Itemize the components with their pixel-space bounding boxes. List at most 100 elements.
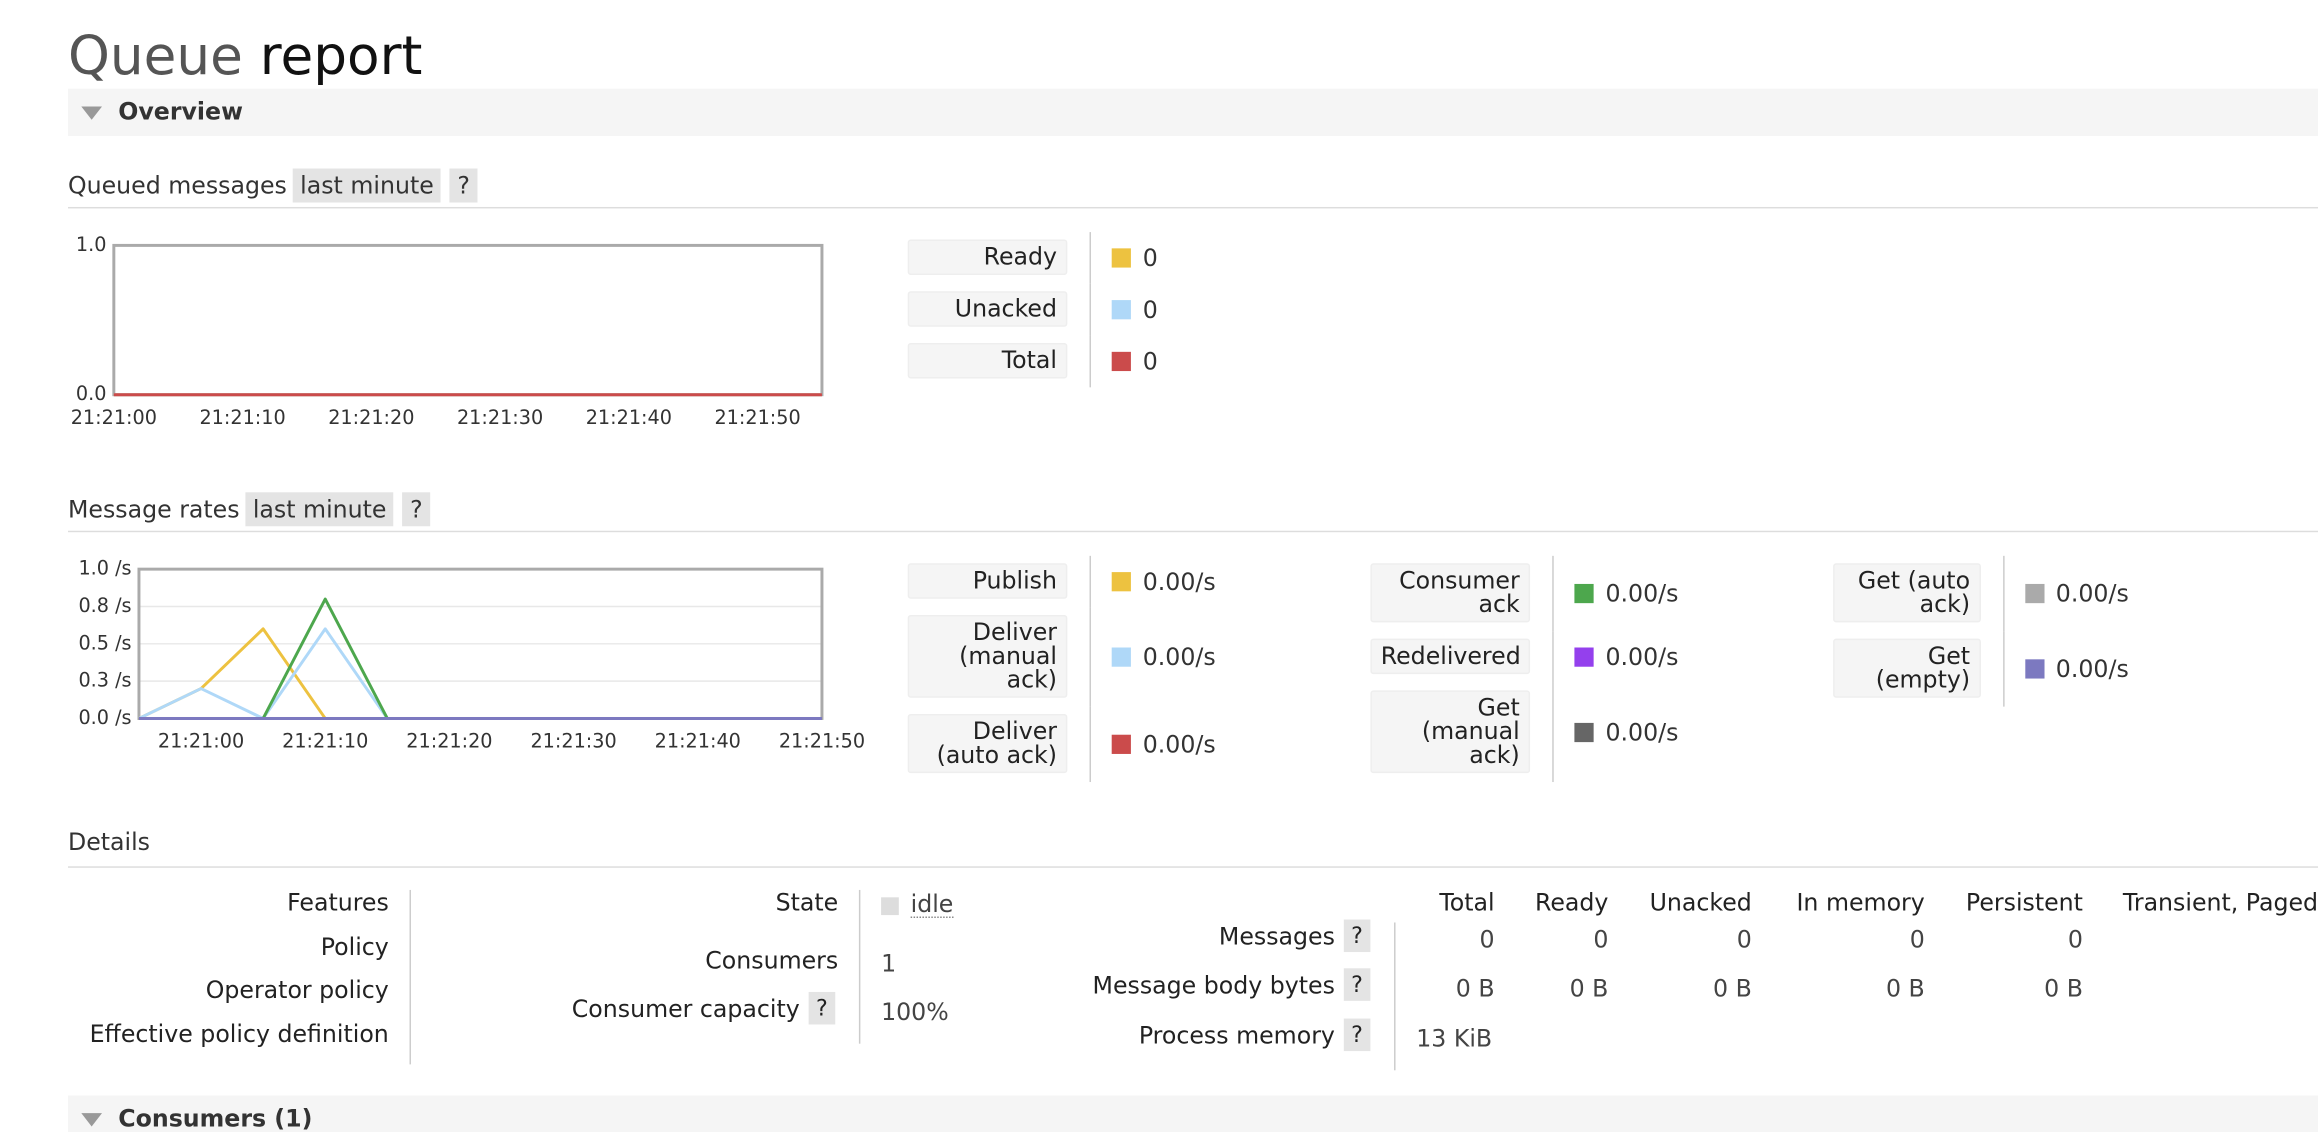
- legend-swatch: [1111, 647, 1131, 667]
- legend-label-wrap: Consumer ack: [1370, 556, 1552, 631]
- legend-label-wrap: Deliver (auto ack): [907, 707, 1090, 782]
- policy-label: Effective policy definition: [89, 1020, 389, 1049]
- subheading: Queued messages: [68, 171, 287, 200]
- legend-label: Redelivered: [1370, 638, 1531, 675]
- legend-label-wrap: Deliver (manual ack): [907, 608, 1090, 707]
- legend-row: Get (auto ack) 0.00/s: [1833, 555, 2129, 632]
- x-tick-label: 21:21:10: [282, 730, 368, 753]
- separator: [1394, 922, 1396, 1071]
- legend-label: Total: [907, 342, 1068, 379]
- legend-swatch: [2024, 583, 2044, 604]
- legend-swatch: [1574, 647, 1594, 667]
- x-tick-label: 21:21:00: [158, 730, 244, 753]
- legend-label: Unacked: [907, 291, 1068, 327]
- y-tick-label: 1.0: [76, 233, 107, 256]
- consumers-bar[interactable]: Consumers (1): [68, 1095, 2318, 1132]
- x-tick-label: 21:21:50: [714, 406, 800, 429]
- legend-label-wrap: Ready: [907, 232, 1090, 284]
- legend-swatch: [1111, 351, 1131, 372]
- range-selector[interactable]: last minute: [245, 492, 394, 527]
- column-header: Transient, Paged: [2122, 888, 2318, 917]
- range-selector[interactable]: last minute: [292, 168, 442, 203]
- collapse-icon: [81, 106, 103, 120]
- current-value: 0.00/s: [2055, 579, 2129, 608]
- legend-row: Get (manual ack) 0.00/s: [1370, 682, 1833, 783]
- legend-label: Ready: [907, 239, 1068, 275]
- cell-value: 13 KiB: [1416, 1023, 1493, 1052]
- legend-row: Ready 0: [907, 232, 1158, 284]
- legend-label-wrap: Get (auto ack): [1833, 556, 2002, 631]
- legend-swatch: [2024, 659, 2044, 679]
- y-tick-label: 1.0 /s: [78, 557, 131, 580]
- y-tick-label: 0.5 /s: [78, 631, 131, 654]
- legend-label: Get (manual ack): [1370, 690, 1531, 774]
- state-icon: [881, 897, 899, 916]
- x-tick-label: 21:21:40: [655, 730, 741, 753]
- legend-value: 0.00/s: [1552, 631, 1678, 683]
- legend-value: 0.00/s: [1552, 682, 1679, 783]
- series-line: [138, 627, 822, 720]
- cell-value: 0: [1593, 925, 1609, 954]
- help[interactable]: ?: [1343, 1017, 1371, 1051]
- separator: [858, 889, 861, 1044]
- y-tick-label: 0.3 /s: [78, 669, 131, 692]
- cell-value: 0 B: [1885, 974, 1925, 1003]
- page-title: Queue report: [68, 27, 422, 88]
- policy-label: Operator policy: [205, 976, 389, 1005]
- cell-value: 0 B: [1713, 974, 1752, 1003]
- current-value: 0.00/s: [1605, 643, 1679, 672]
- help[interactable]: ?: [808, 991, 836, 1025]
- legend-label-wrap: Get (empty): [1833, 631, 2002, 706]
- current-value: 0.00/s: [1142, 643, 1216, 672]
- x-tick-label: 21:21:20: [406, 730, 492, 753]
- state-label: State: [775, 888, 839, 917]
- current-value: 0: [1142, 243, 1158, 273]
- legend-value: 0: [1089, 335, 1158, 388]
- rates-legend: Publish 0.00/s Deliver (manual ack) 0.00/s D…: [907, 555, 2129, 783]
- legend-column: Get (auto ack) 0.00/s Get (empty) 0.00/s: [1833, 555, 2129, 782]
- x-tick-label: 21:21:30: [530, 730, 616, 753]
- help[interactable]: ?: [1343, 968, 1371, 1002]
- column-header: Total: [1439, 888, 1495, 917]
- series-line: [138, 627, 822, 720]
- legend-row: Redelivered 0.00/s: [1370, 631, 1833, 683]
- legend-label: Get (auto ack): [1833, 563, 1981, 623]
- subheading: Details: [68, 827, 151, 856]
- consumers-value: 1: [881, 949, 897, 978]
- legend-label: Deliver (manual ack): [907, 614, 1068, 698]
- overview-bar[interactable]: Overview: [68, 88, 2318, 137]
- queued-chart: 0.0 1.0 21:21:00 21:21:10 21:21:20 21:21:30 21…: [71, 233, 824, 429]
- help[interactable]: ?: [450, 168, 478, 203]
- current-value: 0.00/s: [1605, 718, 1679, 747]
- x-tick-label: 21:21:20: [328, 406, 414, 429]
- cell-value: 0: [2067, 925, 2083, 954]
- y-tick-label: 0.0 /s: [78, 706, 131, 729]
- cell-value: 0 B: [1569, 974, 1609, 1003]
- current-value: 0.00/s: [2055, 654, 2129, 683]
- legend-value: 0.00/s: [1089, 555, 1216, 608]
- legend-row: Deliver (auto ack) 0.00/s: [907, 706, 1371, 783]
- title: Queue: [68, 26, 243, 88]
- capacity-value: 100%: [881, 997, 949, 1026]
- legend-row: Unacked 0: [907, 283, 1158, 336]
- legend-label-wrap: Total: [907, 336, 1090, 388]
- legend-column: Consumer ack 0.00/s Redelivered 0.00/s Get (…: [1370, 555, 1833, 783]
- x-tick-label: 21:21:30: [457, 406, 543, 429]
- legend-label-wrap: Redelivered: [1370, 631, 1552, 683]
- help[interactable]: ?: [402, 492, 431, 527]
- legend-label-wrap: Publish: [907, 556, 1090, 608]
- help[interactable]: ?: [1343, 919, 1371, 953]
- cell-value: 0: [1479, 925, 1495, 954]
- cell-value: 0: [1909, 925, 1925, 954]
- section-heading: Consumers (1): [118, 1104, 313, 1132]
- legend-row: Get (empty) 0.00/s: [1833, 631, 2129, 707]
- legend-swatch: [1111, 734, 1131, 754]
- x-tick-label: 21:21:00: [71, 406, 157, 429]
- consumers-label: Consumers: [705, 946, 839, 975]
- legend-value: 0.00/s: [2002, 631, 2129, 707]
- queued-legend: Ready 0 Unacked 0 Total 0: [907, 232, 1158, 388]
- x-tick-label: 21:21:40: [586, 406, 672, 429]
- collapse-icon: [81, 1113, 103, 1127]
